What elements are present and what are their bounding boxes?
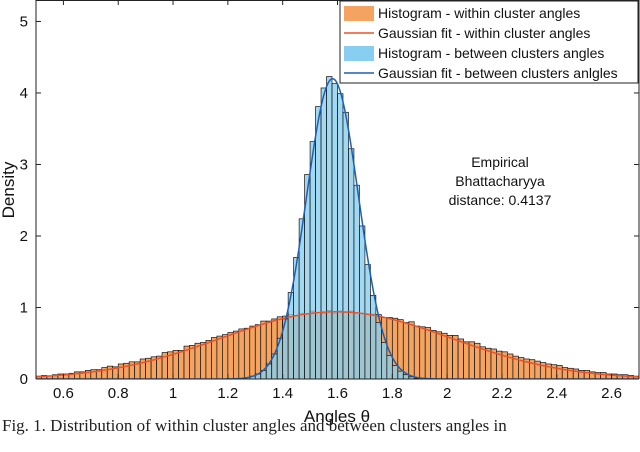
within-histogram-bar (254, 324, 262, 379)
within-histogram-bar (424, 327, 432, 379)
annotation: Empirical Bhattacharyya distance: 0.4137 (449, 154, 552, 208)
x-tick-label: 2.6 (601, 385, 622, 402)
within-histogram-bar (200, 342, 207, 379)
between-histogram-bar (375, 322, 382, 379)
within-histogram-bar (446, 335, 453, 379)
x-tick-label: 0.6 (53, 385, 74, 402)
between-histogram-bar (337, 93, 344, 379)
figure-caption: Fig. 1. Distribution of within cluster a… (2, 416, 507, 435)
legend-box (339, 0, 639, 84)
within-histogram-bar (583, 370, 591, 379)
between-histogram-bar (342, 111, 349, 379)
between-histogram-bar (364, 264, 371, 379)
within-histogram-bar (402, 322, 410, 379)
annotation-line-3: distance: 0.4137 (449, 192, 552, 208)
y-tick-label: 2 (20, 228, 28, 245)
between-histogram-bar (370, 294, 377, 379)
legend-swatch-between-histogram (344, 46, 374, 61)
within-histogram-bar (457, 338, 464, 379)
within-histogram-bar (233, 330, 240, 379)
between-histogram-bar (353, 184, 360, 379)
between-histogram-bar (331, 83, 338, 379)
within-histogram-bar (435, 331, 443, 379)
within-histogram-bar (194, 342, 201, 379)
between-histogram-bar (309, 141, 316, 379)
legend-label-between-fit: Gaussian fit - between clusters anlgles (378, 65, 618, 81)
within-histogram-bar (205, 340, 212, 379)
between-histogram-bar (320, 87, 327, 379)
legend-label-within-histogram: Histogram - within cluster angles (378, 5, 580, 21)
between-histogram-bar (408, 376, 415, 379)
y-tick-label: 1 (20, 299, 28, 316)
within-histogram-bar (243, 327, 251, 379)
y-tick-label: 0 (20, 371, 28, 388)
within-gaussian-fit-line (36, 311, 639, 378)
within-histogram-bar (227, 332, 234, 379)
within-histogram-bar (189, 345, 196, 379)
annotation-line-2: Bhattacharyya (455, 173, 545, 189)
within-histogram-bar (216, 335, 223, 379)
within-histogram-bar (485, 347, 492, 379)
between-histogram-bar (386, 355, 393, 379)
within-histogram-bar (452, 335, 459, 379)
y-tick-label: 5 (20, 13, 28, 30)
y-axis-label: Density (0, 161, 18, 218)
x-tick-label: 1.4 (272, 385, 293, 402)
within-histogram-bar (556, 365, 563, 379)
within-histogram-bar (413, 325, 421, 379)
x-tick-label: 1.8 (382, 385, 403, 402)
y-tick-label: 4 (20, 85, 28, 102)
within-histogram-bar (479, 346, 486, 379)
legend-swatch-within-histogram (344, 6, 374, 21)
within-histogram-bar (441, 332, 448, 379)
between-histogram-bar (326, 76, 333, 379)
within-histogram-bar (430, 330, 437, 379)
x-tick-label: 1 (169, 385, 177, 402)
between-histogram-bar (402, 374, 410, 379)
x-tick-label: 0.8 (108, 385, 129, 402)
x-tick-label: 1.2 (217, 385, 238, 402)
within-histogram-bar (249, 325, 256, 379)
x-tick-label: 2.4 (546, 385, 567, 402)
within-histogram-bar (463, 341, 470, 379)
within-histogram-bar (408, 321, 415, 379)
within-histogram-bar (238, 328, 245, 379)
x-tick-label: 1.6 (327, 385, 348, 402)
x-axis-label: Angles θ (304, 407, 370, 426)
between-histogram-bar (359, 225, 366, 379)
y-tick-label: 3 (20, 156, 28, 173)
between-histogram-bar (391, 365, 399, 379)
within-histogram-bar (211, 337, 218, 379)
between-histogram-bar (315, 106, 322, 379)
within-histogram-bar (106, 365, 114, 379)
between-histogram-bar (348, 148, 355, 379)
within-histogram-bar (468, 341, 475, 379)
within-histogram-bar (222, 334, 229, 379)
between-histogram-bar (381, 342, 388, 379)
gaussian-fit-curves (36, 77, 639, 379)
x-tick-label: 2.2 (492, 385, 513, 402)
x-tick-label: 2 (443, 385, 451, 402)
within-histogram-bar (419, 326, 426, 379)
within-histogram-bar (178, 350, 185, 379)
annotation-line-1: Empirical (471, 154, 529, 170)
between-histogram-bar (397, 370, 404, 379)
legend-label-between-histogram: Histogram - between clusters angles (378, 45, 604, 61)
legend: Histogram - within cluster angles Gaussi… (339, 0, 639, 84)
between-gaussian-fit-line (36, 77, 639, 379)
legend-label-within-fit: Gaussian fit - within cluster angles (378, 25, 590, 41)
